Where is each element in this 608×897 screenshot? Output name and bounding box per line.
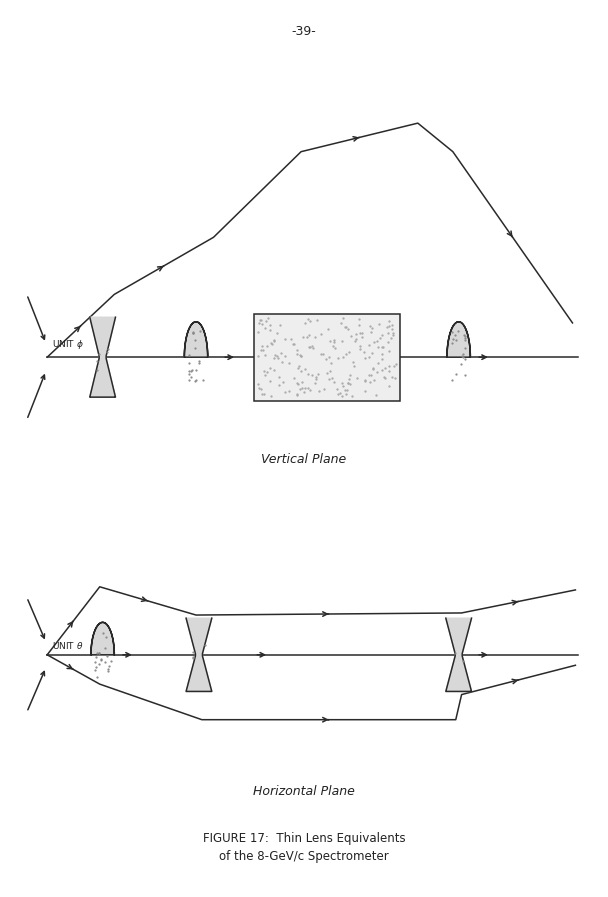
- Text: UNIT $\phi$: UNIT $\phi$: [52, 338, 84, 352]
- Polygon shape: [186, 618, 212, 692]
- Polygon shape: [91, 623, 114, 655]
- Polygon shape: [446, 618, 472, 692]
- Text: Vertical Plane: Vertical Plane: [261, 453, 347, 466]
- Polygon shape: [90, 318, 116, 397]
- Bar: [254, 314, 400, 401]
- Polygon shape: [184, 322, 208, 357]
- Polygon shape: [447, 322, 471, 357]
- Text: of the 8-GeV/c Spectrometer: of the 8-GeV/c Spectrometer: [219, 850, 389, 863]
- Text: Horizontal Plane: Horizontal Plane: [253, 785, 355, 797]
- Text: -39-: -39-: [292, 25, 316, 38]
- Text: UNIT $\theta$: UNIT $\theta$: [52, 640, 83, 650]
- Text: FIGURE 17:  Thin Lens Equivalents: FIGURE 17: Thin Lens Equivalents: [202, 832, 406, 845]
